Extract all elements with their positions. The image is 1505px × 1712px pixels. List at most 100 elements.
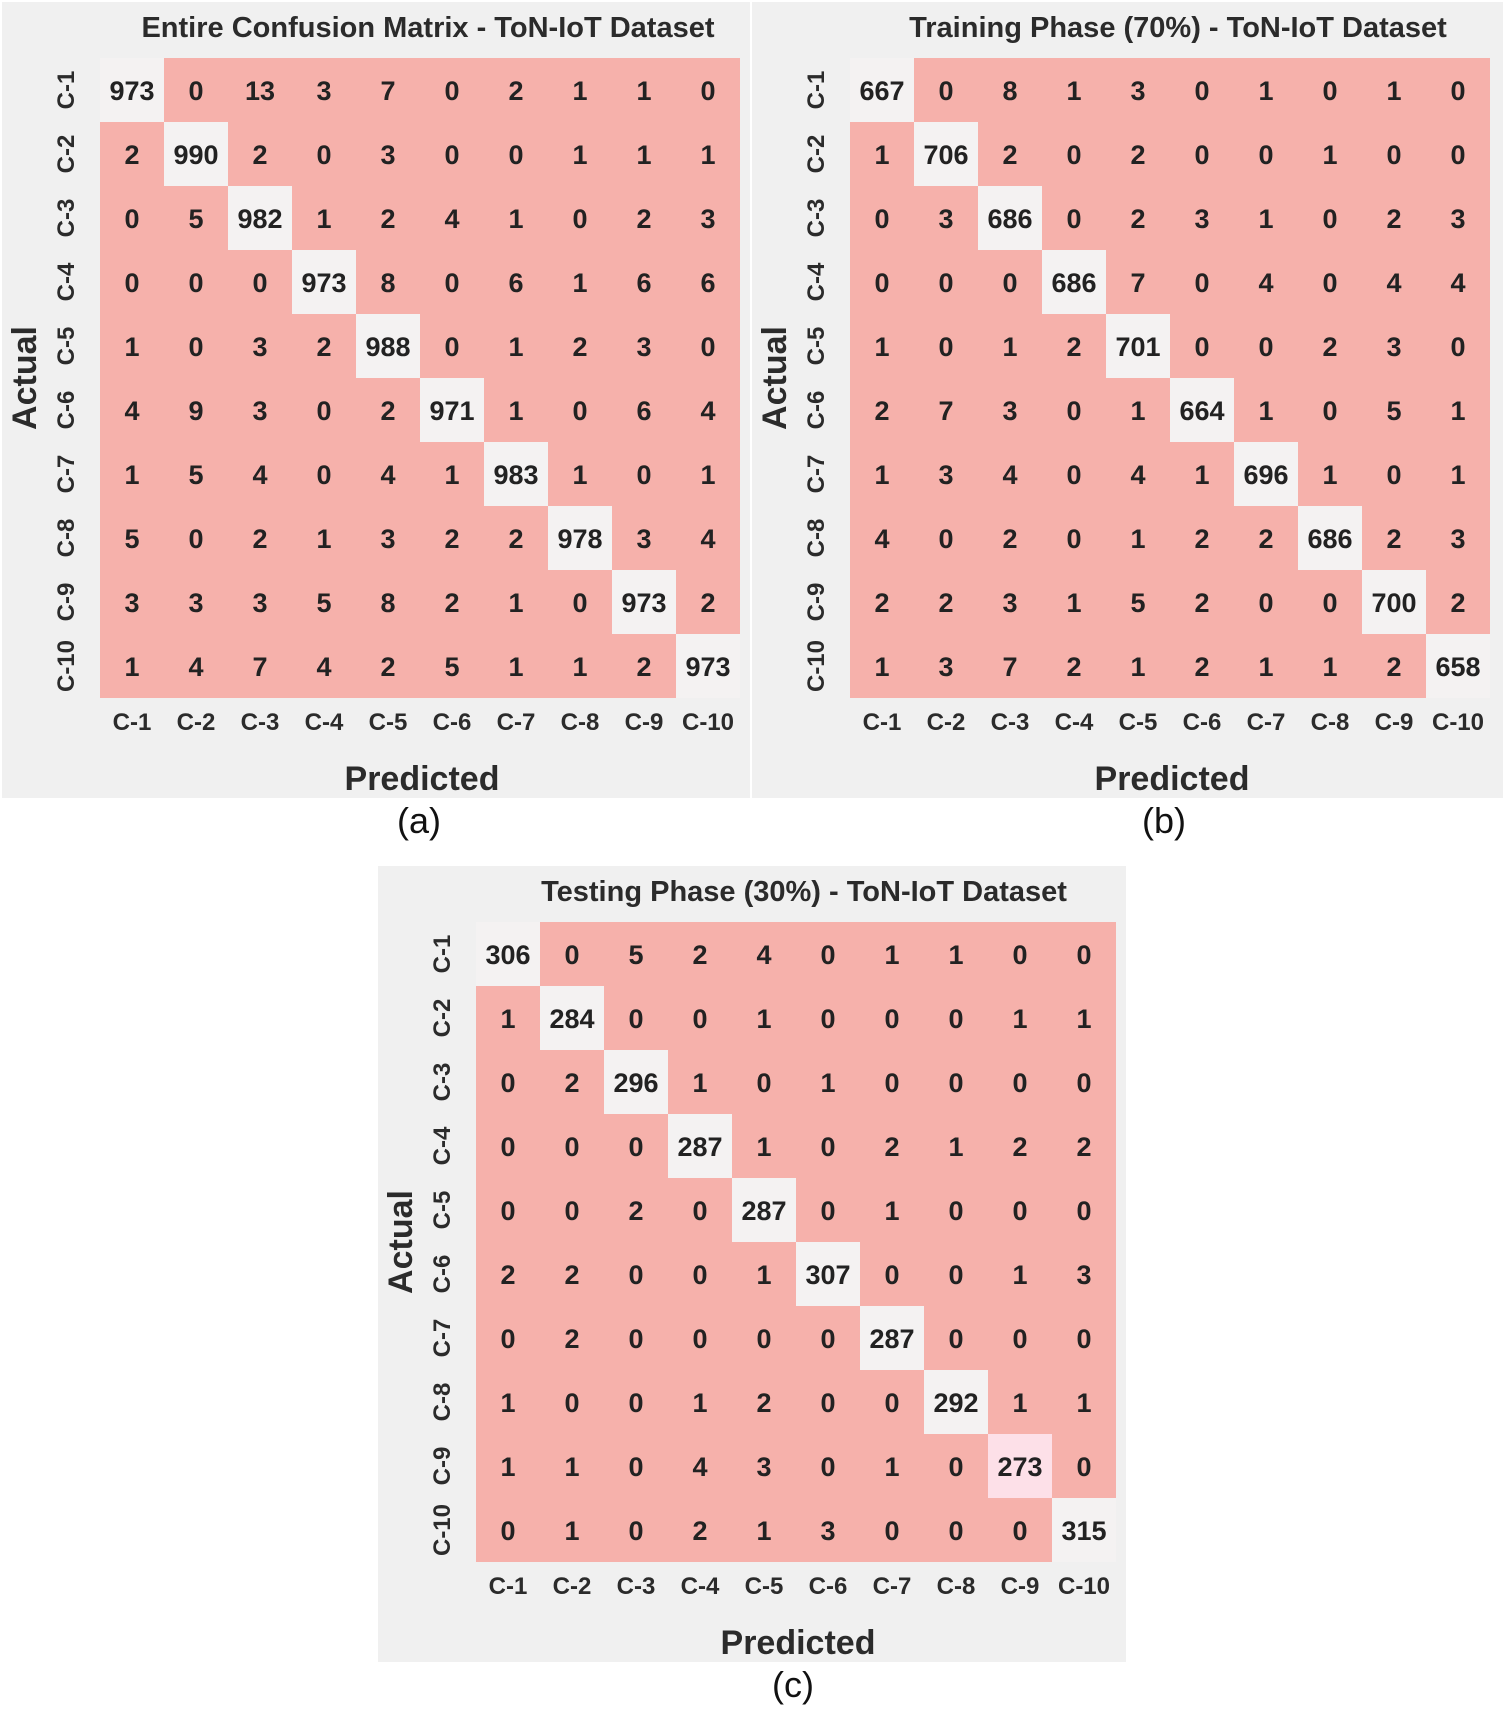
heatmap-cell	[668, 1498, 732, 1562]
heatmap-cell	[1298, 122, 1362, 186]
heatmap-cell	[292, 442, 356, 506]
cell-value: 0	[500, 1068, 515, 1098]
cell-value: 0	[948, 1324, 963, 1354]
cell-value: 1	[874, 140, 889, 170]
x-tick-label: C-8	[561, 709, 600, 736]
x-tick-label: C-3	[991, 709, 1030, 736]
heatmap-cell	[988, 1306, 1052, 1370]
cell-value: 700	[1371, 588, 1416, 618]
cell-value: 5	[188, 204, 203, 234]
heatmap-cell	[540, 1306, 604, 1370]
y-tick-label: C-3	[429, 1063, 456, 1102]
heatmap-cell	[100, 634, 164, 698]
heatmap-cell	[484, 314, 548, 378]
heatmap-cell	[476, 1242, 540, 1306]
x-tick-label: C-4	[305, 709, 344, 736]
cell-value: 1	[884, 1452, 899, 1482]
heatmap-cell	[1362, 186, 1426, 250]
cell-value: 0	[188, 332, 203, 362]
heatmap-cell	[1426, 378, 1490, 442]
x-tick-label: C-10	[1432, 709, 1484, 736]
y-tick-label: C-6	[803, 391, 830, 430]
heatmap-cell	[732, 986, 796, 1050]
cell-value: 0	[700, 76, 715, 106]
cell-value: 0	[1386, 140, 1401, 170]
heatmap-cell	[548, 186, 612, 250]
cell-value: 4	[1130, 460, 1145, 490]
heatmap-cell	[924, 1498, 988, 1562]
heatmap-cell	[668, 922, 732, 986]
cell-value: 971	[429, 396, 474, 426]
heatmap-cell	[356, 186, 420, 250]
heatmap-cell	[1106, 378, 1170, 442]
x-tick-label: C-6	[809, 1573, 848, 1600]
cell-value: 1	[1130, 396, 1145, 426]
x-tick-label: C-10	[682, 709, 734, 736]
heatmap-cell	[292, 378, 356, 442]
cell-value: 1	[1258, 76, 1273, 106]
cell-value: 1	[1386, 76, 1401, 106]
confusion-matrix-entire: Entire Confusion Matrix - ToN-IoT Datase…	[2, 2, 750, 798]
cell-value: 0	[628, 1132, 643, 1162]
cell-value: 2	[252, 524, 267, 554]
cell-value: 2	[564, 1068, 579, 1098]
heatmap-cell	[1298, 58, 1362, 122]
heatmap-cell	[1052, 1178, 1116, 1242]
heatmap-cell	[1234, 442, 1298, 506]
cell-value: 4	[444, 204, 459, 234]
heatmap-cell	[1426, 186, 1490, 250]
heatmap-cell	[540, 922, 604, 986]
heatmap-cell	[484, 250, 548, 314]
heatmap-cell	[356, 250, 420, 314]
cell-value: 0	[1076, 1324, 1091, 1354]
cell-value: 1	[508, 204, 523, 234]
cell-value: 3	[1076, 1260, 1091, 1290]
heatmap-cell	[476, 1114, 540, 1178]
heatmap-cell	[850, 58, 914, 122]
y-tick-label: C-3	[53, 199, 80, 238]
y-tick-label: C-1	[803, 71, 830, 110]
cell-value: 2	[380, 652, 395, 682]
y-tick-label: C-9	[429, 1447, 456, 1486]
heatmap-cell	[796, 1434, 860, 1498]
y-axis-label: Actual	[382, 1190, 420, 1294]
y-tick-label: C-8	[53, 519, 80, 558]
heatmap-cell	[1042, 378, 1106, 442]
cell-value: 5	[316, 588, 331, 618]
cell-value: 1	[500, 1004, 515, 1034]
heatmap-cell	[924, 1114, 988, 1178]
cell-value: 2	[628, 1196, 643, 1226]
heatmap-cell	[988, 1114, 1052, 1178]
cell-value: 0	[948, 1196, 963, 1226]
cell-value: 0	[948, 1068, 963, 1098]
y-tick-label: C-2	[53, 135, 80, 174]
cell-value: 1	[1012, 1388, 1027, 1418]
heatmap-cell	[356, 314, 420, 378]
cell-value: 1	[874, 332, 889, 362]
cell-value: 0	[938, 268, 953, 298]
heatmap-cell	[484, 634, 548, 698]
cell-value: 973	[301, 268, 346, 298]
cell-value: 3	[1130, 76, 1145, 106]
heatmap-cell	[668, 1050, 732, 1114]
heatmap-cell	[860, 1242, 924, 1306]
heatmap-cell	[1106, 314, 1170, 378]
cell-value: 0	[628, 1324, 643, 1354]
heatmap-cell	[924, 1178, 988, 1242]
heatmap-cell	[1106, 570, 1170, 634]
cell-value: 1	[1130, 524, 1145, 554]
cell-value: 1	[1258, 652, 1273, 682]
x-tick-label: C-1	[489, 1573, 528, 1600]
heatmap-cell	[796, 1498, 860, 1562]
cell-value: 1	[884, 940, 899, 970]
heatmap-cell	[1170, 506, 1234, 570]
heatmap-cell	[676, 122, 740, 186]
heatmap-cell	[100, 186, 164, 250]
heatmap-cell	[1426, 634, 1490, 698]
heatmap-cell	[540, 986, 604, 1050]
cell-value: 2	[380, 396, 395, 426]
x-tick-label: C-2	[177, 709, 216, 736]
heatmap-cell	[988, 922, 1052, 986]
cell-value: 0	[756, 1068, 771, 1098]
heatmap-cell	[1234, 58, 1298, 122]
